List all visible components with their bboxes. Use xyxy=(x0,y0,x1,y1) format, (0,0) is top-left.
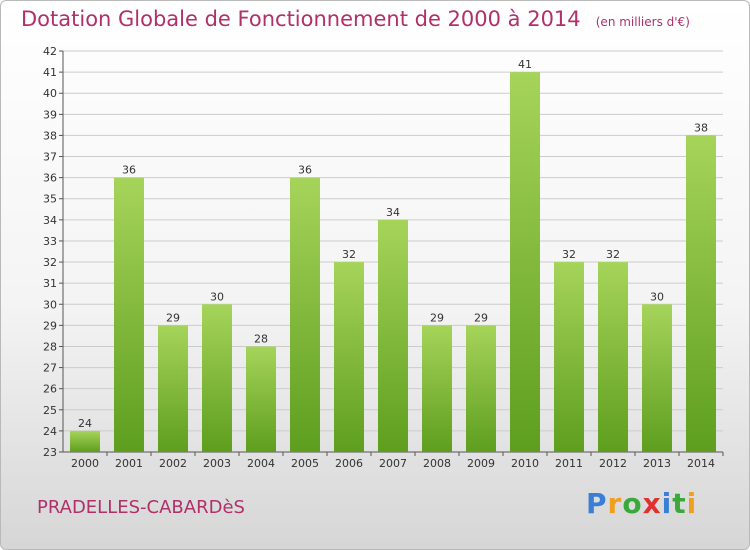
brand-letter: r xyxy=(607,487,623,520)
y-tick-label: 26 xyxy=(43,383,57,396)
bar-2009 xyxy=(466,325,496,452)
brand-letter: t xyxy=(672,487,687,520)
x-tick-label-2001: 2001 xyxy=(115,457,143,470)
bar-2001 xyxy=(114,177,144,452)
y-tick-label: 39 xyxy=(43,108,57,121)
y-tick-label: 28 xyxy=(43,340,57,353)
y-tick-label: 27 xyxy=(43,362,57,375)
bar-2003 xyxy=(202,304,232,452)
commune-name: PRADELLES-CABARDèS xyxy=(37,497,245,518)
y-tick-label: 29 xyxy=(43,319,57,332)
brand-letter: o xyxy=(622,487,643,520)
brand-letter: i xyxy=(686,487,698,520)
brand-letter: P xyxy=(586,487,608,520)
x-tick-label-2000: 2000 xyxy=(71,457,99,470)
bar-2004 xyxy=(246,346,276,452)
brand-letter: i xyxy=(661,487,673,520)
data-label-2006: 32 xyxy=(342,248,356,261)
y-tick-label: 38 xyxy=(43,129,57,142)
data-label-2002: 29 xyxy=(166,311,180,324)
y-tick-label: 33 xyxy=(43,235,57,248)
data-label-2012: 32 xyxy=(606,248,620,261)
bar-2011 xyxy=(554,262,584,452)
brand-letter: x xyxy=(642,487,662,520)
label-layer: 24 36 29 30 28 36 32 34 29 29 41 32 32 30 38 xyxy=(78,58,708,430)
data-label-2011: 32 xyxy=(562,248,576,261)
bar-2010 xyxy=(510,72,540,453)
chart-title-text: Dotation Globale de Fonctionnement de 20… xyxy=(21,7,581,31)
bar-layer xyxy=(70,72,716,453)
bar-2013 xyxy=(642,304,672,452)
data-label-2009: 29 xyxy=(474,311,488,324)
bar-2005 xyxy=(290,177,320,452)
chart-title: Dotation Globale de Fonctionnement de 20… xyxy=(21,7,690,31)
x-tick-label-2008: 2008 xyxy=(423,457,451,470)
data-label-2008: 29 xyxy=(430,311,444,324)
y-tick-label: 34 xyxy=(43,214,57,227)
y-tick-label: 42 xyxy=(43,45,57,58)
y-tick-label: 41 xyxy=(43,66,57,79)
data-label-2007: 34 xyxy=(386,206,400,219)
data-label-2000: 24 xyxy=(78,417,92,430)
bar-2000 xyxy=(70,430,100,452)
x-tick-label-2004: 2004 xyxy=(247,457,275,470)
x-tick-label-2003: 2003 xyxy=(203,457,231,470)
data-label-2014: 38 xyxy=(694,121,708,134)
data-label-2001: 36 xyxy=(122,164,136,177)
y-tick-label: 24 xyxy=(43,425,57,438)
data-label-2013: 30 xyxy=(650,290,664,303)
y-tick-label: 37 xyxy=(43,151,57,164)
y-tick-label: 25 xyxy=(43,404,57,417)
bar-2006 xyxy=(334,262,364,452)
x-tick-label-2011: 2011 xyxy=(555,457,583,470)
data-label-2003: 30 xyxy=(210,290,224,303)
data-label-2005: 36 xyxy=(298,164,312,177)
bar-2002 xyxy=(158,325,188,452)
x-tick-label-2013: 2013 xyxy=(643,457,671,470)
x-tick-label-2009: 2009 xyxy=(467,457,495,470)
y-tick-label: 30 xyxy=(43,298,57,311)
x-tick-label-2002: 2002 xyxy=(159,457,187,470)
data-label-2010: 41 xyxy=(518,58,532,71)
bar-2012 xyxy=(598,262,628,452)
y-tick-label: 36 xyxy=(43,172,57,185)
bar-2007 xyxy=(378,219,408,452)
bar-2008 xyxy=(422,325,452,452)
y-tick-label: 32 xyxy=(43,256,57,269)
data-label-2004: 28 xyxy=(254,332,268,345)
y-tick-label: 23 xyxy=(43,446,57,459)
y-tick-label: 31 xyxy=(43,277,57,290)
x-tick-label-2010: 2010 xyxy=(511,457,539,470)
x-tick-label-2007: 2007 xyxy=(379,457,407,470)
y-tick-label: 40 xyxy=(43,87,57,100)
brand-logo: Proxiti xyxy=(586,487,697,520)
x-tick-label-2005: 2005 xyxy=(291,457,319,470)
x-tick-label-2006: 2006 xyxy=(335,457,363,470)
y-tick-label: 35 xyxy=(43,193,57,206)
bar-2014 xyxy=(686,135,716,452)
x-tick-label-2014: 2014 xyxy=(687,457,715,470)
chart-unit-label: (en milliers d'€) xyxy=(595,15,690,29)
x-tick-label-2012: 2012 xyxy=(599,457,627,470)
